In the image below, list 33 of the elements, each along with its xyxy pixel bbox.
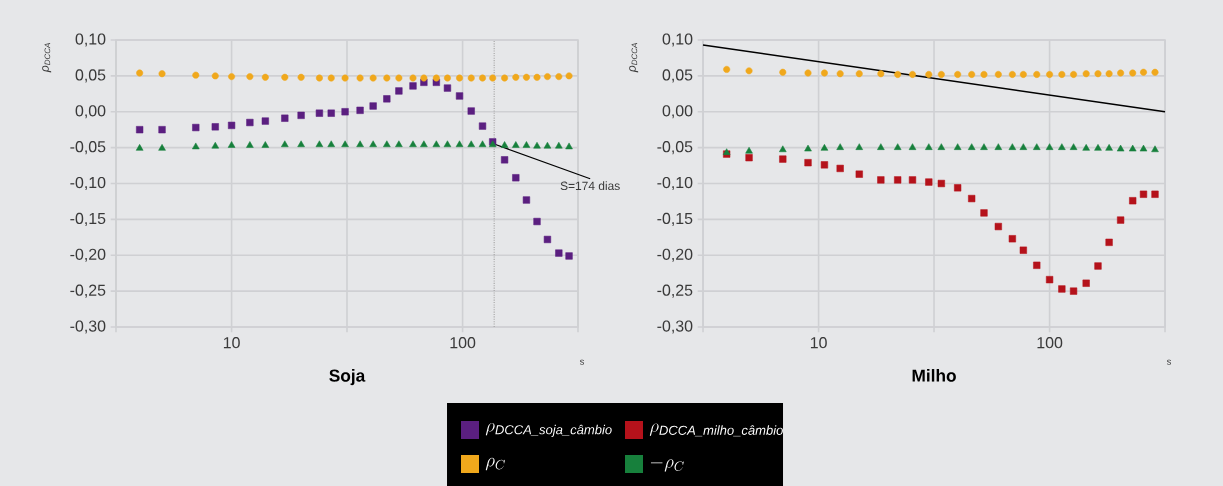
y-tick-label: 0,10 — [75, 33, 106, 47]
text: Soja — [329, 369, 366, 386]
y-tick-label: -0,30 — [70, 320, 106, 334]
x-axis-title: s — [1166, 359, 1171, 365]
y-tick-label: -0,05 — [70, 141, 106, 155]
x-tick-label: 100 — [450, 337, 476, 349]
x-tick-label: 10 — [223, 337, 240, 349]
y-tick-label: -0,20 — [657, 248, 693, 262]
y-tick-label: 0,05 — [662, 69, 693, 83]
legend-label: $\rho_{C}$ — [485, 457, 506, 471]
x-tick-label: 10 — [810, 337, 827, 349]
y-tick-label: -0,05 — [657, 141, 693, 155]
y-tick-label: -0,20 — [70, 248, 106, 262]
y-tick-label: 0,00 — [75, 105, 106, 119]
x-axis-title: s — [579, 359, 584, 365]
legend-label: $-\rho_{C}$ — [650, 459, 684, 472]
y-tick-label: 0,10 — [662, 33, 693, 47]
legend-label: $\rho_{\text{\itshape DCCA\_milho\_câmbio}}$ — [649, 423, 783, 437]
y-tick-label: 0,05 — [75, 69, 106, 83]
y-tick-label: 0,00 — [662, 105, 693, 119]
y-tick-label: -0,25 — [70, 284, 106, 298]
x-tick-label: 100 — [1037, 337, 1063, 349]
annotation: S=174 dias — [560, 181, 620, 191]
y-axis-title: ρ$_{DCCA}$ — [42, 43, 52, 73]
y-tick-label: -0,15 — [657, 212, 693, 226]
legend-label: $\rho_{\text{\itshape DCCA\_soja\_câmbio}}$ — [485, 422, 612, 437]
y-tick-label: -0,10 — [657, 176, 693, 191]
y-axis-title: ρ$_{DCCA}$ — [629, 43, 639, 73]
y-tick-label: -0,30 — [657, 320, 693, 334]
y-tick-label: -0,25 — [657, 284, 693, 298]
y-tick-label: -0,10 — [70, 176, 106, 191]
text: Milho — [912, 369, 956, 382]
y-tick-label: -0,15 — [70, 212, 106, 226]
